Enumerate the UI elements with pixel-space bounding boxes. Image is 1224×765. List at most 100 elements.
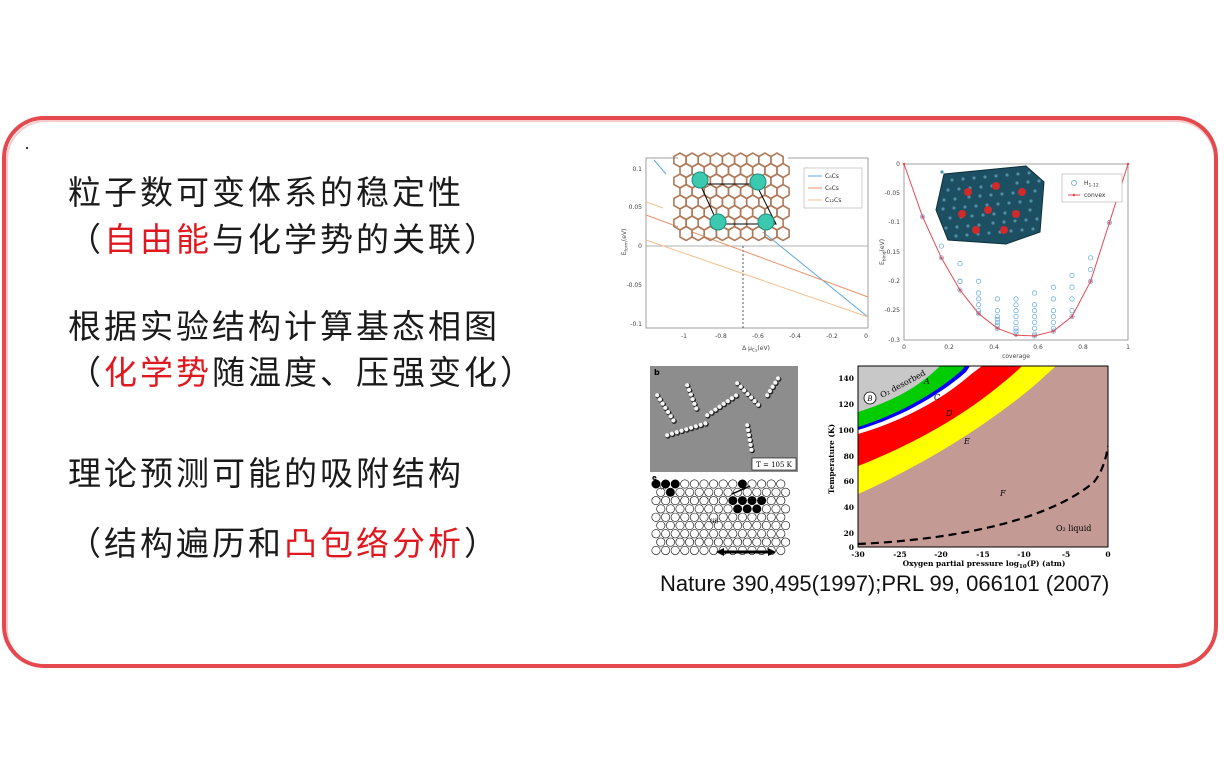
scatter-point <box>994 319 1000 325</box>
cluster-atom <box>957 187 961 191</box>
cluster-atom <box>967 195 971 199</box>
lattice-site <box>709 479 719 489</box>
lattice-site <box>737 496 747 506</box>
convex-point <box>1108 221 1111 224</box>
cluster-atom <box>961 177 965 181</box>
convex-point <box>940 256 943 260</box>
scatter-point <box>1013 302 1019 308</box>
cluster-atom <box>1003 211 1007 215</box>
cluster-atom <box>1029 199 1033 203</box>
legend-c12cs: C₁₂Cs <box>825 197 841 204</box>
cluster-atom <box>955 225 959 229</box>
lattice-site <box>757 479 767 489</box>
lattice-site <box>733 537 743 547</box>
lattice-site <box>771 537 781 547</box>
stm-adatom <box>679 428 684 433</box>
cluster-atom <box>992 212 996 216</box>
lattice-site <box>685 537 695 547</box>
lattice-site <box>781 487 791 497</box>
lattice-site <box>742 487 752 497</box>
stm-adatom <box>674 430 679 435</box>
lattice-site <box>718 529 728 539</box>
stm-adatom <box>665 433 670 438</box>
scatter-point <box>1032 319 1038 325</box>
line-6-rest: 结构遍历和 <box>104 524 284 563</box>
lattice-site <box>709 496 719 506</box>
legend-c6cs: C₆Cs <box>825 185 839 192</box>
cluster-atom <box>1031 227 1035 231</box>
scatter-point <box>1050 284 1056 290</box>
cs-atom <box>691 171 709 189</box>
lattice-site <box>761 537 771 547</box>
lattice-site <box>742 537 752 547</box>
scatter-point <box>1013 325 1019 331</box>
lattice-site <box>680 496 690 506</box>
stm-adatom <box>738 384 743 389</box>
scatter-point <box>938 243 944 249</box>
cluster-atom <box>1009 229 1013 233</box>
cluster-atom <box>991 221 995 225</box>
free-energy-highlight: 自由能 <box>104 220 212 259</box>
stm-adatom <box>735 381 740 386</box>
cluster-atom <box>941 207 945 211</box>
cluster-atom <box>1020 228 1024 232</box>
cluster-atom <box>1007 201 1011 205</box>
lattice-site <box>680 512 690 522</box>
hex-cell <box>776 225 790 242</box>
ytick: 140 <box>838 374 854 383</box>
lattice-site <box>757 529 767 539</box>
paren-open: （ <box>68 353 104 392</box>
stm-adatom <box>655 393 660 398</box>
scatter-point <box>1088 278 1094 284</box>
xtick: -25 <box>893 550 907 559</box>
ytick: 20 <box>844 529 854 538</box>
lattice-site <box>752 487 762 497</box>
h-atom <box>1012 210 1020 218</box>
cluster-atom <box>989 193 993 197</box>
h-atom <box>958 210 966 218</box>
lattice-site <box>689 512 699 522</box>
line-3: 根据实验结构计算基态相图 <box>68 307 500 346</box>
ytick: 0 <box>638 243 642 250</box>
stm-adatom <box>725 398 730 404</box>
lattice-site <box>661 496 671 506</box>
cluster-atom <box>1013 219 1017 223</box>
lattice-site <box>661 512 671 522</box>
stm-adatom <box>705 413 710 418</box>
cluster-atom <box>948 216 952 220</box>
lattice-site <box>728 496 738 506</box>
line-4-rest: 随温度、压强变化 <box>212 353 500 392</box>
cluster-atom <box>952 206 956 210</box>
scatter-point <box>1069 313 1075 320</box>
y-ticks: 140 120 100 80 60 40 20 0 <box>838 374 854 552</box>
lattice-site <box>709 529 719 539</box>
circle-b <box>863 391 877 405</box>
lattice-site <box>757 496 767 506</box>
lattice-site <box>723 521 733 531</box>
lattice-site <box>651 479 661 489</box>
lattice-site <box>713 521 723 531</box>
xtick: -10 <box>1017 550 1031 559</box>
lattice-site <box>661 545 671 555</box>
lattice-site <box>670 512 680 522</box>
cluster-atom <box>953 197 957 201</box>
scatter-point <box>1050 313 1056 320</box>
scatter-point <box>976 296 982 302</box>
scatter-point <box>1050 328 1056 334</box>
panel-b-label: b <box>654 368 660 377</box>
scatter-point <box>1013 308 1019 314</box>
h-atom <box>1018 188 1026 196</box>
legend-c8cs: C₈Cs <box>825 173 839 180</box>
xtick: -0.6 <box>752 333 764 340</box>
cluster-atom <box>972 176 976 180</box>
ytick: 0.05 <box>629 204 643 211</box>
cluster-atom <box>994 174 998 178</box>
lattice-site <box>733 504 743 514</box>
lattice-site <box>699 479 709 489</box>
figure-phase-diagram: A C D E F B O₂ desorbed O₂ liquid 140 12… <box>824 364 1118 570</box>
cluster-atom <box>963 205 967 209</box>
cluster-atom <box>942 198 946 202</box>
stm-adatom <box>733 393 739 398</box>
lattice-site <box>651 512 661 522</box>
ytick: -0.3 <box>888 337 900 344</box>
